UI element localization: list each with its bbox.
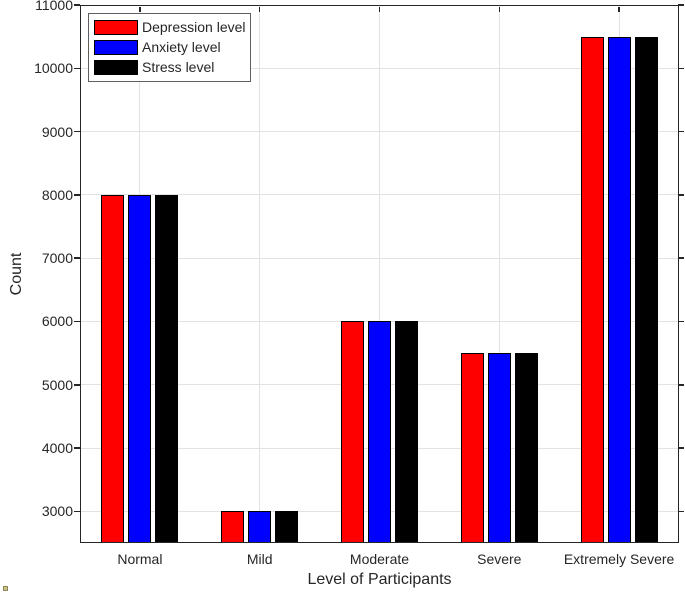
y-tick-right bbox=[678, 194, 684, 196]
bar-stress-level-moderate bbox=[395, 321, 418, 543]
y-tick-right bbox=[678, 320, 684, 323]
legend-label: Stress level bbox=[142, 59, 215, 75]
legend-item: Anxiety level bbox=[89, 37, 250, 57]
bar-anxiety-level-normal bbox=[128, 194, 152, 543]
legend-swatch-icon bbox=[94, 59, 138, 75]
x-tick-top bbox=[139, 6, 141, 12]
bar-anxiety-level-extremely-severe bbox=[607, 36, 631, 543]
y-tick-right bbox=[678, 384, 684, 386]
x-tick-top bbox=[258, 6, 261, 12]
y-tick-left bbox=[74, 130, 80, 133]
y-tick-left bbox=[74, 447, 80, 449]
y-tick-left bbox=[74, 67, 80, 70]
x-tick-top bbox=[498, 6, 501, 12]
y-tick-label: 5000 bbox=[41, 376, 73, 393]
y-tick-left bbox=[74, 4, 80, 6]
legend-label: Anxiety level bbox=[142, 39, 221, 55]
y-tick-right bbox=[678, 67, 684, 70]
x-tick-label: Severe bbox=[477, 551, 522, 567]
y-tick-label: 3000 bbox=[41, 503, 73, 520]
y-tick-left bbox=[74, 510, 80, 513]
y-tick-right bbox=[678, 4, 684, 6]
y-tick-right bbox=[678, 257, 684, 259]
x-tick-label: Extremely Severe bbox=[563, 551, 675, 567]
x-gridline bbox=[259, 5, 261, 543]
legend-swatch-icon bbox=[94, 19, 138, 35]
bar-stress-level-mild bbox=[275, 511, 299, 543]
legend: Depression level Anxiety level Stress leve… bbox=[88, 13, 251, 82]
bar-depression-level-normal bbox=[101, 194, 125, 543]
x-tick-label: Normal bbox=[117, 551, 163, 567]
bar-depression-level-extremely-severe bbox=[580, 36, 604, 543]
bar-stress-level-extremely-severe bbox=[634, 36, 658, 543]
y-tick-label: 8000 bbox=[41, 186, 73, 203]
y-tick-left bbox=[74, 257, 80, 259]
y-tick-label: 6000 bbox=[41, 313, 73, 330]
bar-anxiety-level-mild bbox=[248, 511, 272, 543]
y-tick-label: 9000 bbox=[41, 123, 73, 140]
legend-item: Stress level bbox=[89, 57, 250, 77]
y-tick-label: 7000 bbox=[41, 250, 73, 267]
bar-depression-level-mild bbox=[221, 511, 245, 543]
x-tick-top bbox=[378, 6, 381, 12]
x-tick-top bbox=[618, 6, 620, 12]
y-tick-left bbox=[74, 194, 80, 196]
artifact-dot bbox=[3, 586, 8, 591]
y-tick-label: 10000 bbox=[34, 60, 73, 77]
x-gridline bbox=[498, 5, 500, 543]
bar-depression-level-moderate bbox=[341, 321, 364, 543]
y-tick-label: 4000 bbox=[41, 440, 73, 457]
bar-stress-level-severe bbox=[514, 353, 538, 543]
x-gridline bbox=[379, 5, 380, 543]
y-axis-label: Count bbox=[8, 252, 25, 296]
x-tick-label: Mild bbox=[246, 551, 273, 567]
bar-depression-level-severe bbox=[460, 353, 484, 543]
legend-item: Depression level bbox=[89, 17, 250, 37]
y-tick-right bbox=[678, 130, 684, 133]
y-tick-right bbox=[678, 510, 684, 513]
x-tick-label: Moderate bbox=[349, 551, 410, 567]
bar-anxiety-level-severe bbox=[487, 353, 511, 543]
y-tick-right bbox=[678, 447, 684, 449]
y-tick-left bbox=[74, 384, 80, 386]
legend-label: Depression level bbox=[142, 19, 246, 35]
bar-stress-level-normal bbox=[155, 194, 179, 543]
y-tick-label: 11000 bbox=[35, 0, 73, 13]
legend-swatch-icon bbox=[94, 39, 138, 55]
bar-anxiety-level-moderate bbox=[368, 321, 391, 543]
y-tick-left bbox=[74, 320, 80, 323]
x-axis-label: Level of Participants bbox=[307, 571, 452, 588]
